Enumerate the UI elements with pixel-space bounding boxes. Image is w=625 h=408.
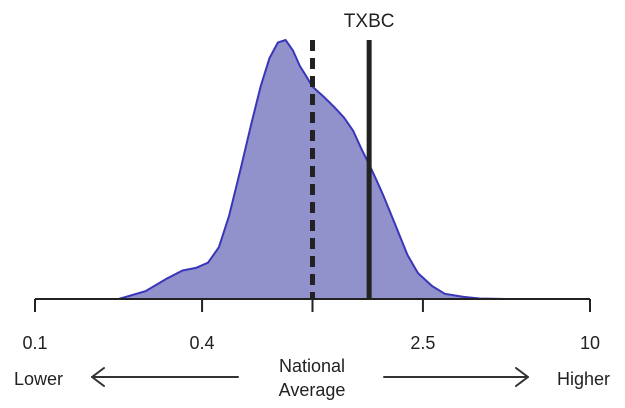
x-tick-label: 2.5 [410,333,435,353]
x-axis-ticks: 0.1 0.4 2.5 10 [22,299,600,353]
x-tick-label: 0.1 [22,333,47,353]
national-average-label-line2: Average [279,380,346,400]
txbc-marker-label: TXBC [344,11,395,32]
left-arrow [91,367,239,387]
higher-label: Higher [557,369,610,389]
x-tick-label: 10 [580,333,600,353]
marker-lines [310,40,372,299]
lower-label: Lower [14,369,63,389]
national-average-label-line1: National [279,356,345,376]
right-arrow [383,367,529,387]
x-tick-label: 0.4 [190,333,215,353]
